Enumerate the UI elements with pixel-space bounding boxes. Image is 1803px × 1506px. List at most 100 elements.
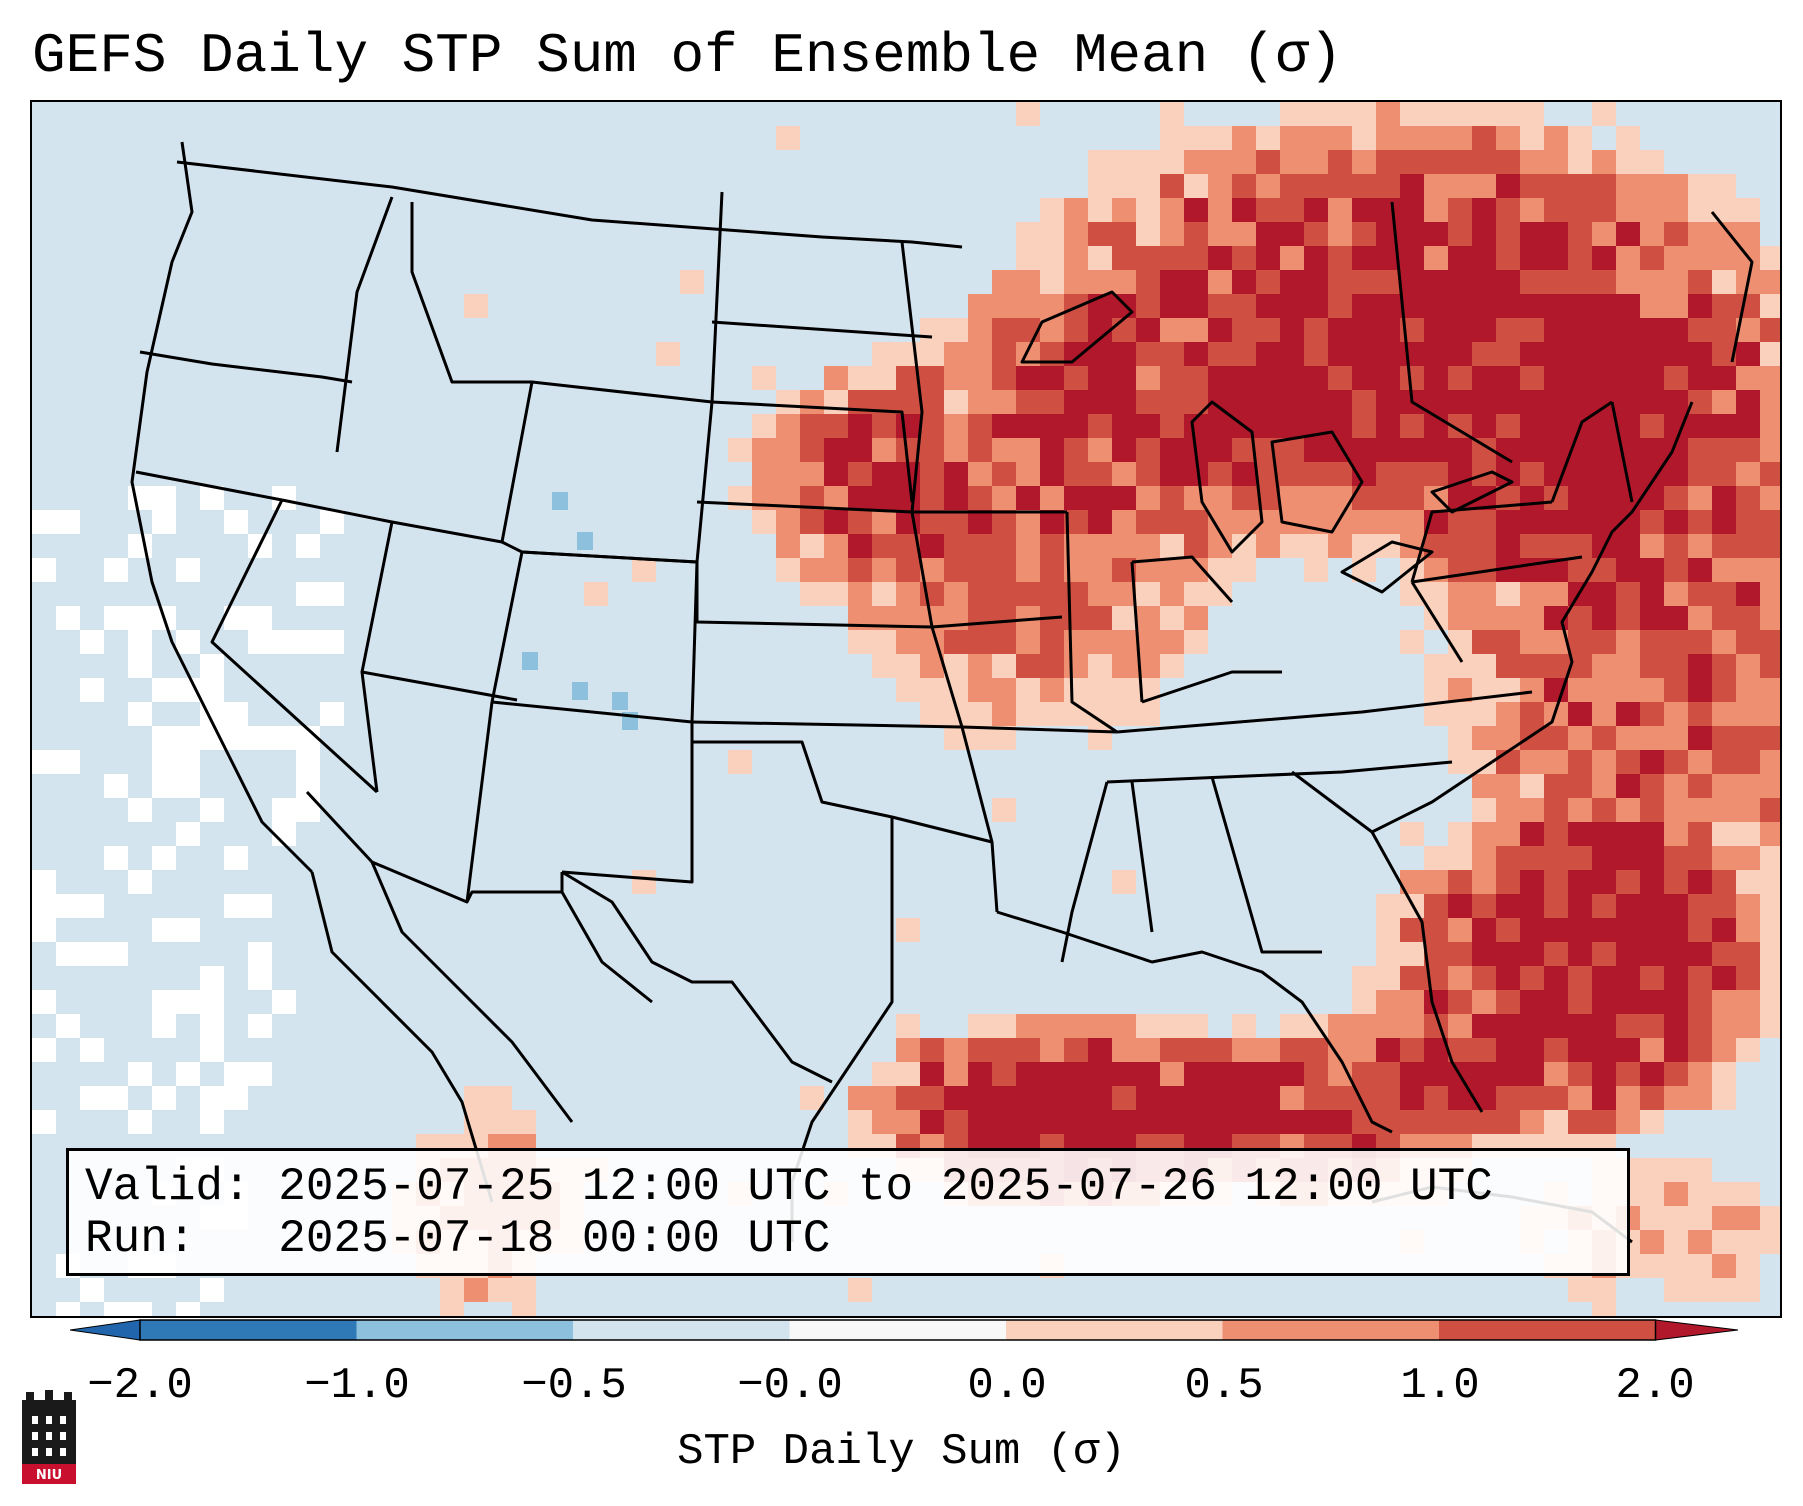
stp-cell: [1496, 1086, 1520, 1110]
stp-cell: [1520, 486, 1544, 510]
stp-cell: [1496, 510, 1520, 534]
stp-cell: [1640, 966, 1664, 990]
stp-cell: [1712, 870, 1736, 894]
stp-cell: [1712, 1038, 1736, 1062]
stp-cell: [824, 462, 848, 486]
colorbar-segment: [573, 1320, 790, 1340]
stp-cell: [1592, 414, 1616, 438]
stp-cell: [1736, 582, 1760, 606]
stp-cell: [1040, 414, 1064, 438]
stp-cell: [848, 1278, 872, 1302]
stp-cell: [1136, 462, 1160, 486]
stp-cell: [944, 1038, 968, 1062]
stp-cell: [1400, 1086, 1424, 1110]
stp-cell: [1592, 294, 1616, 318]
stp-cell: [1040, 198, 1064, 222]
stp-cell: [1232, 294, 1256, 318]
stp-cell: [1736, 918, 1760, 942]
stp-cell: [1088, 366, 1112, 390]
stp-cell: [1088, 150, 1112, 174]
stp-cell: [1376, 1014, 1400, 1038]
no-data-cell: [128, 1302, 152, 1316]
stp-cell: [1664, 630, 1688, 654]
stp-cell: [1112, 366, 1136, 390]
stp-cell: [1376, 102, 1400, 126]
stp-cell: [1544, 1062, 1568, 1086]
stp-cell: [1568, 366, 1592, 390]
stp-cell: [1400, 222, 1424, 246]
no-data-cell: [200, 990, 224, 1014]
no-data-cell: [176, 822, 200, 846]
stp-cell: [992, 462, 1016, 486]
stp-cell: [1688, 198, 1712, 222]
stp-cell: [1688, 1086, 1712, 1110]
no-data-cell: [104, 1302, 128, 1316]
stp-cell: [1256, 198, 1280, 222]
stp-cell: [1064, 654, 1088, 678]
stp-cell: [1736, 1254, 1760, 1278]
stp-cell: [1520, 678, 1544, 702]
stp-cell: [1568, 606, 1592, 630]
stp-cell: [1592, 1062, 1616, 1086]
stp-cell: [1520, 174, 1544, 198]
stp-cell: [1616, 966, 1640, 990]
stp-cell: [1112, 414, 1136, 438]
stp-cell: [1592, 246, 1616, 270]
stp-cell: [1760, 894, 1780, 918]
stp-cell: [1712, 702, 1736, 726]
colorbar-segment: [1222, 1320, 1440, 1340]
stp-cell: [1640, 774, 1664, 798]
stp-cell: [1232, 534, 1256, 558]
stp-cell: [1328, 1014, 1352, 1038]
stp-cell: [1448, 366, 1472, 390]
stp-cell: [1640, 510, 1664, 534]
stp-cell: [1664, 918, 1688, 942]
stp-cell: [968, 462, 992, 486]
stp-cell: [1616, 630, 1640, 654]
stp-cell: [1688, 1158, 1712, 1182]
stp-cell: [992, 270, 1016, 294]
stp-cell: [1736, 822, 1760, 846]
stp-cell: [1640, 918, 1664, 942]
stp-cell: [1136, 318, 1160, 342]
stp-cell: [1664, 270, 1688, 294]
no-data-cell: [320, 630, 344, 654]
stp-cell: [1616, 126, 1640, 150]
stp-cell: [992, 654, 1016, 678]
stp-cell: [1688, 918, 1712, 942]
stp-cell: [1688, 366, 1712, 390]
stp-cell: [752, 366, 776, 390]
stp-cell: [1616, 246, 1640, 270]
stp-cell: [1520, 750, 1544, 774]
stp-cell: [1112, 150, 1136, 174]
stp-cell: [848, 630, 872, 654]
stp-cell: [1088, 414, 1112, 438]
stp-cell: [1760, 366, 1780, 390]
stp-cell: [1688, 1206, 1712, 1230]
stp-cell: [1736, 1182, 1760, 1206]
stp-cell: [1640, 1254, 1664, 1278]
stp-cell: [1496, 294, 1520, 318]
stp-cell: [1712, 822, 1736, 846]
stp-cell: [1424, 366, 1448, 390]
stp-cell: [1664, 1086, 1688, 1110]
stp-cell: [1592, 222, 1616, 246]
stp-cell: [1184, 150, 1208, 174]
stp-cell: [1112, 198, 1136, 222]
stp-cell: [1448, 486, 1472, 510]
stp-cell: [1136, 390, 1160, 414]
stp-cell: [1016, 270, 1040, 294]
stp-cell: [1496, 366, 1520, 390]
stp-cell: [1136, 1014, 1160, 1038]
no-data-cell: [224, 726, 248, 750]
stp-cell: [1304, 390, 1328, 414]
stp-cell: [1472, 702, 1496, 726]
stp-cell: [728, 486, 752, 510]
no-data-cell: [248, 1062, 272, 1086]
stp-cell: [1040, 558, 1064, 582]
no-data-cell: [80, 942, 104, 966]
colorbar-label: STP Daily Sum (σ): [677, 1427, 1126, 1477]
stp-cell: [1208, 1062, 1232, 1086]
stp-cell: [968, 654, 992, 678]
stp-cell: [968, 510, 992, 534]
